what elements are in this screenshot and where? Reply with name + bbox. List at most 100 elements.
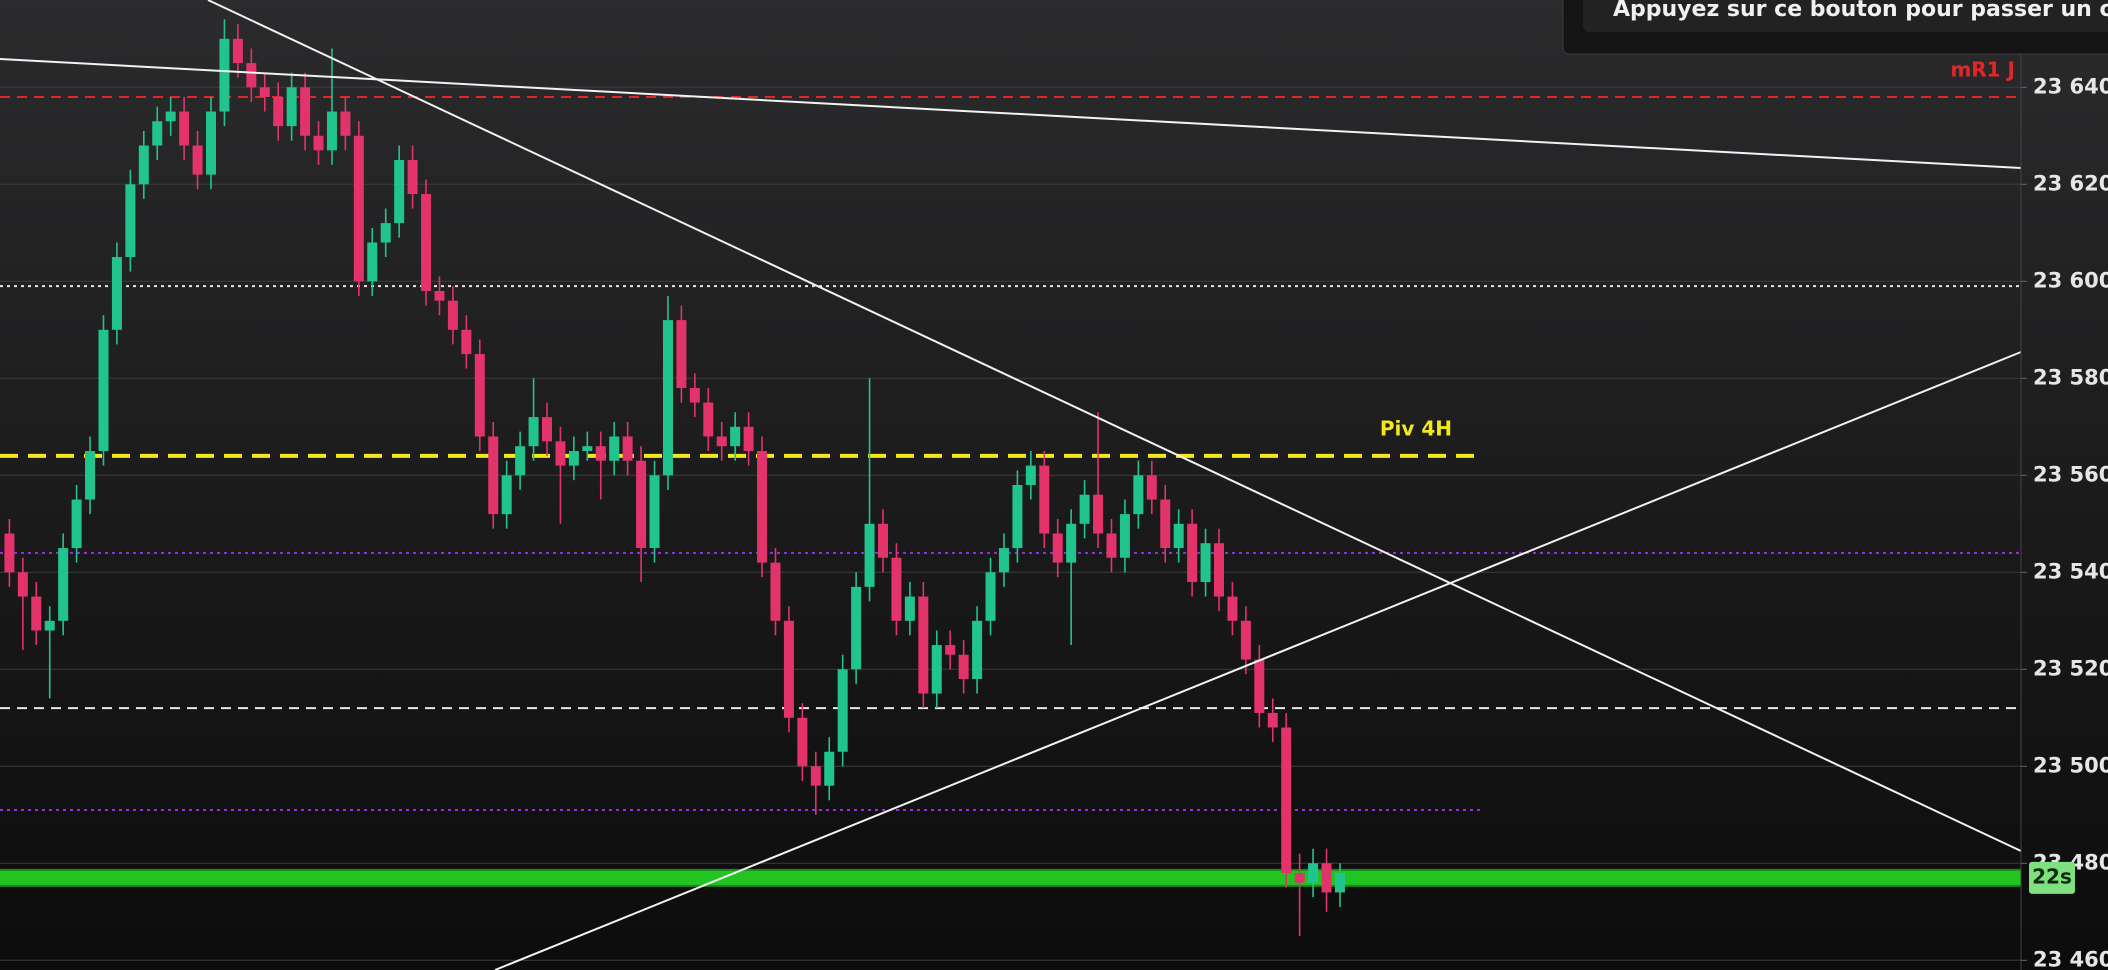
- candle-body: [488, 436, 499, 515]
- candle-body: [192, 145, 203, 175]
- candle-body: [313, 135, 324, 151]
- tooltip: Appuyez sur ce bouton pour passer un ord…: [1562, 0, 2108, 55]
- candle-body: [111, 257, 122, 330]
- candle-body: [1308, 863, 1319, 883]
- candle-body: [757, 451, 768, 563]
- candle-body: [1254, 659, 1265, 713]
- trendline: [207, 0, 2022, 852]
- candle-body: [878, 523, 888, 558]
- candle-body: [340, 111, 351, 136]
- candle-body: [273, 97, 284, 127]
- candle-body: [918, 596, 929, 694]
- candle-body: [931, 645, 942, 694]
- candle-body: [904, 596, 915, 621]
- candle-body: [246, 63, 257, 88]
- candle-body: [353, 135, 364, 282]
- candle-body: [797, 717, 808, 767]
- candle-body: [1146, 475, 1157, 500]
- candle-body: [1119, 514, 1130, 558]
- candle-body: [609, 436, 620, 461]
- candle-body: [568, 451, 579, 466]
- trendlines: [0, 0, 2022, 970]
- candle-body: [662, 320, 673, 476]
- candle-body: [58, 548, 69, 621]
- candle-body: [837, 669, 848, 752]
- trendline: [494, 351, 2022, 970]
- candle-body: [501, 475, 512, 515]
- candle-body: [71, 499, 82, 549]
- candle-body: [972, 620, 983, 679]
- candle-body: [1267, 712, 1278, 728]
- candle-body: [555, 441, 566, 466]
- candle-body: [219, 38, 230, 112]
- candle-body: [179, 111, 190, 146]
- y-tick-label: 23 600: [2033, 268, 2108, 292]
- candle-body: [985, 572, 996, 621]
- y-tick-label: 23 580: [2033, 365, 2108, 389]
- candle-body: [1227, 596, 1238, 621]
- candle-body: [17, 572, 28, 597]
- y-tick-label: 23 560: [2033, 462, 2108, 486]
- candle-body: [582, 446, 593, 452]
- candle-body: [998, 548, 1009, 573]
- candle-body: [447, 300, 458, 330]
- candle-body: [689, 388, 700, 403]
- candle-body: [165, 111, 176, 122]
- levels: mR1 J Piv 4H: [0, 58, 2021, 887]
- candle-body: [4, 533, 15, 573]
- candle-body: [421, 194, 432, 291]
- candle-body: [824, 751, 835, 786]
- candle-body: [300, 87, 311, 136]
- candle-body: [676, 320, 687, 388]
- candle-body: [1173, 523, 1184, 549]
- candle-body: [1200, 543, 1211, 582]
- candle-body: [810, 766, 821, 786]
- candle-body: [958, 654, 969, 679]
- y-tick-label: 23 520: [2033, 656, 2108, 680]
- candle-body: [716, 436, 727, 447]
- candle-body: [515, 446, 526, 476]
- candle-body: [1187, 523, 1198, 582]
- candle-body: [1066, 523, 1077, 563]
- candle-body: [1039, 465, 1050, 534]
- candle-body: [1052, 533, 1063, 563]
- candle-body: [622, 436, 633, 461]
- candle-body: [461, 329, 472, 355]
- candle-body: [232, 38, 243, 64]
- candle-body: [649, 475, 660, 549]
- candle-body: [1025, 465, 1036, 485]
- candle-body: [1079, 494, 1090, 524]
- candle-body: [1214, 543, 1224, 597]
- candle-body: [730, 426, 741, 447]
- candle-body: [945, 645, 956, 655]
- candle-body: [595, 446, 606, 461]
- candle-body: [98, 329, 109, 452]
- candle-body: [367, 242, 378, 282]
- candle-body: [1106, 533, 1117, 558]
- candle-body: [783, 620, 794, 718]
- candle-body: [1334, 873, 1345, 893]
- candle-body: [703, 402, 714, 437]
- candle-body: [394, 160, 405, 224]
- y-tick-label: 23 540: [2033, 559, 2108, 583]
- candle-body: [1321, 863, 1332, 893]
- candle-body: [152, 121, 163, 146]
- y-tick-label: 23 640: [2033, 74, 2108, 98]
- candle-body: [1240, 620, 1251, 660]
- y-tick-label: 23 460: [2033, 947, 2108, 970]
- candle-body: [44, 620, 55, 631]
- candle-body: [743, 426, 754, 452]
- candle-body: [434, 291, 445, 301]
- candle-body: [1133, 475, 1144, 515]
- candle-body: [1012, 485, 1023, 549]
- candles: [4, 19, 1345, 937]
- candle-body: [206, 111, 216, 175]
- y-tick-label: 23 620: [2033, 171, 2108, 195]
- candle-body: [138, 145, 149, 185]
- countdown-label: 22s: [2032, 864, 2072, 888]
- candle-body: [474, 354, 485, 437]
- candle-body: [636, 460, 647, 549]
